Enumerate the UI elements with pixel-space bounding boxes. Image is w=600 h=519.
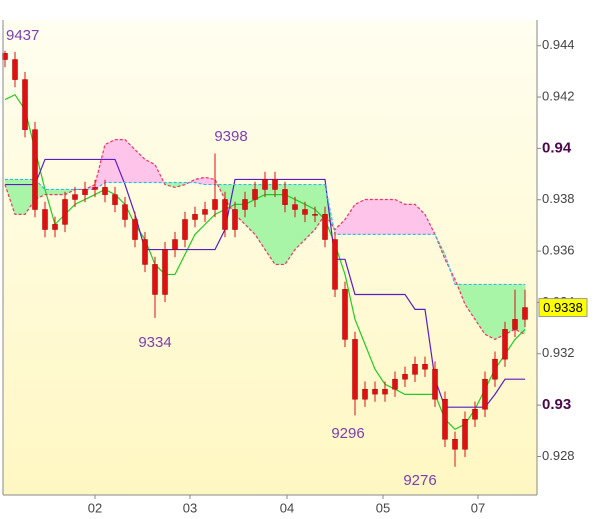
candle-body bbox=[342, 289, 348, 340]
candle-body bbox=[352, 339, 358, 400]
candle-body bbox=[442, 398, 448, 440]
candle-body bbox=[42, 209, 48, 230]
candle-body bbox=[122, 204, 128, 220]
cloud-segment bbox=[114, 139, 126, 183]
candle-body bbox=[172, 239, 178, 250]
candle-body bbox=[482, 378, 488, 410]
cloud-segment bbox=[384, 199, 396, 235]
candle-body bbox=[512, 319, 518, 330]
candle-body bbox=[432, 368, 438, 400]
cloud-segment bbox=[104, 139, 116, 183]
candle-body bbox=[282, 189, 288, 205]
candle-body bbox=[272, 179, 278, 190]
candle-body bbox=[262, 179, 268, 190]
candle-body bbox=[12, 59, 18, 80]
candle-body bbox=[52, 224, 58, 230]
candle-body bbox=[82, 189, 88, 195]
cloud-segment bbox=[294, 184, 306, 251]
candle-body bbox=[392, 378, 398, 390]
annotation: 9296 bbox=[331, 425, 364, 442]
y-tick-label: 0.928 bbox=[542, 448, 575, 463]
candle-body bbox=[152, 264, 158, 295]
x-tick-label: 07 bbox=[471, 500, 485, 515]
candle-body bbox=[242, 199, 248, 210]
y-tick-label: 0.932 bbox=[542, 345, 575, 360]
candle-body bbox=[452, 439, 458, 450]
y-tick-label: 0.942 bbox=[542, 88, 575, 103]
cloud-segment bbox=[54, 189, 66, 195]
candle-body bbox=[232, 209, 238, 230]
candle-body bbox=[202, 209, 208, 215]
candle-body bbox=[102, 187, 108, 195]
candle-body bbox=[422, 364, 428, 370]
candle-body bbox=[382, 388, 388, 395]
candle-body bbox=[362, 388, 368, 400]
cloud-segment bbox=[364, 199, 376, 235]
candle-body bbox=[302, 209, 308, 215]
x-tick-label: 05 bbox=[376, 500, 390, 515]
cloud-segment bbox=[394, 199, 406, 235]
cloud-segment bbox=[484, 284, 496, 340]
candle-body bbox=[472, 408, 478, 420]
y-tick-label: 0.936 bbox=[542, 243, 575, 258]
candle-body bbox=[332, 239, 338, 290]
x-tick-label: 02 bbox=[88, 500, 102, 515]
candle-body bbox=[252, 189, 258, 200]
y-tick-label: 0.938 bbox=[542, 191, 575, 206]
candle-body bbox=[72, 194, 78, 200]
cloud-segment bbox=[374, 199, 386, 235]
candle-body bbox=[222, 199, 228, 230]
candle-body bbox=[492, 358, 498, 380]
candle-body bbox=[402, 374, 408, 380]
annotation: 9398 bbox=[214, 128, 247, 145]
candle-body bbox=[322, 214, 328, 240]
candle-body bbox=[62, 199, 68, 225]
y-tick-label: 0.94 bbox=[542, 139, 572, 156]
candle-body bbox=[192, 214, 198, 220]
candle-body bbox=[142, 239, 148, 265]
last-price-box bbox=[538, 298, 588, 318]
candle-body bbox=[32, 129, 38, 210]
candle-body bbox=[292, 204, 298, 210]
y-tick-label: 0.93 bbox=[542, 396, 571, 413]
y-tick-label: 0.944 bbox=[542, 37, 575, 52]
candle-body bbox=[92, 187, 98, 190]
candle-body bbox=[312, 214, 318, 216]
annotation: 9276 bbox=[403, 472, 436, 489]
candle-body bbox=[502, 329, 508, 360]
candle-body bbox=[22, 79, 28, 130]
candle-body bbox=[212, 199, 218, 210]
cloud-segment bbox=[354, 199, 366, 235]
indicator-line bbox=[4, 139, 526, 341]
candle-body bbox=[372, 388, 378, 395]
cloud-segment bbox=[404, 204, 416, 235]
candle-body bbox=[182, 219, 188, 240]
candle-body bbox=[162, 249, 168, 295]
candle-body bbox=[132, 219, 138, 240]
candle-body bbox=[412, 364, 418, 375]
candle-body bbox=[462, 419, 468, 450]
annotation: 9437 bbox=[6, 27, 39, 44]
x-tick-label: 04 bbox=[280, 500, 294, 515]
x-tick-label: 03 bbox=[183, 500, 197, 515]
candle-body bbox=[112, 194, 118, 205]
candle-body bbox=[522, 307, 528, 320]
last-price-label: 0.9338 bbox=[543, 300, 583, 315]
annotation: 9334 bbox=[138, 334, 171, 351]
